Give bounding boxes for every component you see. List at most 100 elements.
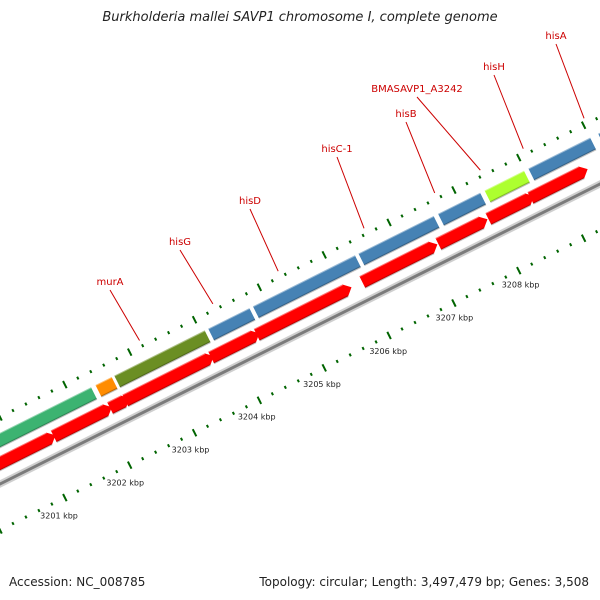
accession-text: Accession: NC_008785 — [9, 575, 146, 589]
kbp-label: 3206 kbp — [369, 347, 407, 356]
kbp-tick-mark — [167, 443, 171, 448]
kbp-label: 3205 kbp — [303, 380, 341, 389]
reverse-feature[interactable] — [434, 215, 488, 251]
reverse-feature[interactable] — [121, 352, 214, 408]
gene-leader-line — [336, 156, 365, 229]
outer-tick-mark — [102, 363, 106, 367]
gene-label[interactable]: hisD — [239, 196, 279, 272]
forward-feature[interactable] — [113, 329, 211, 389]
forward-feature[interactable] — [252, 254, 362, 319]
outer-tick-mark — [167, 330, 171, 335]
outer-tick-mark — [296, 266, 300, 270]
kbp-label: 3201 kbp — [40, 511, 78, 520]
forward-feature[interactable] — [437, 191, 487, 227]
reverse-feature[interactable] — [0, 431, 56, 474]
outer-tick-mark — [256, 283, 263, 292]
kbp-tick-mark — [426, 314, 430, 318]
kbp-tick-mark — [595, 229, 599, 234]
outer-tick-mark — [361, 233, 365, 238]
outer-tick-mark — [76, 376, 80, 380]
kbp-tick-mark — [62, 493, 68, 502]
gene-label[interactable]: BMASAVP1_A3242 — [371, 84, 481, 171]
outer-tick-mark — [374, 227, 378, 231]
outer-tick-mark — [580, 121, 587, 130]
kbp-tick-mark — [283, 385, 287, 390]
backbone-line — [0, 182, 600, 486]
outer-tick-mark — [321, 250, 327, 259]
reverse-feature[interactable] — [485, 192, 534, 226]
outer-tick-mark — [141, 343, 145, 348]
backbone-track — [0, 180, 600, 488]
kbp-tick-mark — [0, 527, 3, 535]
kbp-tick-mark — [530, 262, 534, 266]
gene-leader-line — [109, 289, 140, 341]
outer-tick-mark — [516, 153, 522, 162]
reverse-feature[interactable] — [358, 240, 438, 289]
reverse-feature[interactable] — [253, 283, 352, 342]
outer-tick-mark — [504, 162, 508, 166]
gene-label-text: hisD — [239, 196, 261, 207]
forward-feature[interactable] — [527, 136, 597, 182]
outer-tick-mark — [595, 116, 599, 121]
outer-tick-mark — [439, 194, 443, 199]
outer-tick-mark — [451, 186, 457, 195]
kbp-tick-mark — [321, 363, 327, 372]
kbp-label: 3203 kbp — [172, 446, 210, 455]
gene-leader-line — [493, 74, 524, 149]
forward-feature[interactable] — [0, 386, 98, 450]
gene-label[interactable]: murA — [96, 277, 140, 341]
kbp-tick-mark — [11, 521, 15, 526]
reverse-feature[interactable] — [106, 394, 130, 415]
forward-feature[interactable] — [484, 169, 531, 203]
gene-label[interactable]: hisC-1 — [321, 144, 365, 229]
kbp-tick-mark — [478, 288, 482, 292]
outer-tick-mark — [348, 240, 352, 244]
outer-tick-mark — [24, 402, 28, 406]
map-title: Burkholderia mallei SAVP1 chromosome I, … — [102, 10, 498, 25]
forward-strand-track — [0, 131, 600, 450]
outer-tick-mark — [491, 168, 495, 173]
outer-tick-mark — [244, 292, 248, 296]
kbp-tick-mark — [451, 299, 457, 308]
kbp-tick-mark — [218, 417, 223, 422]
kbp-tick-mark — [270, 392, 274, 396]
forward-feature[interactable] — [95, 376, 118, 398]
forward-feature[interactable] — [207, 307, 256, 342]
kbp-tick-mark — [335, 359, 339, 364]
outer-tick-mark — [115, 356, 119, 361]
reverse-feature[interactable] — [207, 329, 260, 365]
gene-label-layer: murA hisG hisD hisC-1 hisB BMASAVP1_A3242 hisH… — [96, 31, 585, 341]
kbp-tick-mark — [386, 331, 392, 340]
gene-label[interactable]: hisB — [395, 109, 436, 194]
outer-tick-mark — [37, 395, 41, 400]
outer-tick-mark — [569, 129, 573, 134]
reverse-strand-track — [0, 165, 588, 474]
outer-tick-mark — [191, 315, 198, 324]
outer-tick-mark — [89, 369, 93, 374]
gene-label[interactable]: hisA — [545, 31, 585, 119]
kbp-tick-mark — [580, 234, 587, 243]
kbp-tick-mark — [76, 489, 80, 493]
reverse-feature[interactable] — [50, 403, 112, 443]
outer-tick-mark — [426, 201, 430, 205]
gene-label[interactable]: hisH — [483, 62, 524, 149]
gene-label-text: hisA — [545, 31, 566, 42]
outer-tick-mark — [0, 414, 3, 422]
kbp-tick-mark — [24, 515, 28, 519]
gene-label-text: hisG — [169, 237, 191, 248]
outer-tick-mark — [478, 175, 482, 179]
kbp-tick-mark — [465, 294, 469, 299]
outer-tick-mark — [180, 324, 184, 329]
forward-feature[interactable] — [357, 215, 440, 267]
outer-tick-mark — [335, 246, 339, 251]
kbp-tick-mark — [374, 340, 378, 344]
kbp-tick-mark — [361, 346, 365, 351]
outer-tick-mark — [154, 337, 158, 341]
kbp-tick-mark — [491, 281, 495, 286]
gene-label[interactable]: hisG — [169, 237, 214, 305]
reverse-feature[interactable] — [527, 165, 588, 205]
kbp-tick-mark — [141, 456, 145, 461]
kbp-tick-mark — [89, 482, 93, 487]
kbp-tick-mark — [154, 450, 158, 454]
